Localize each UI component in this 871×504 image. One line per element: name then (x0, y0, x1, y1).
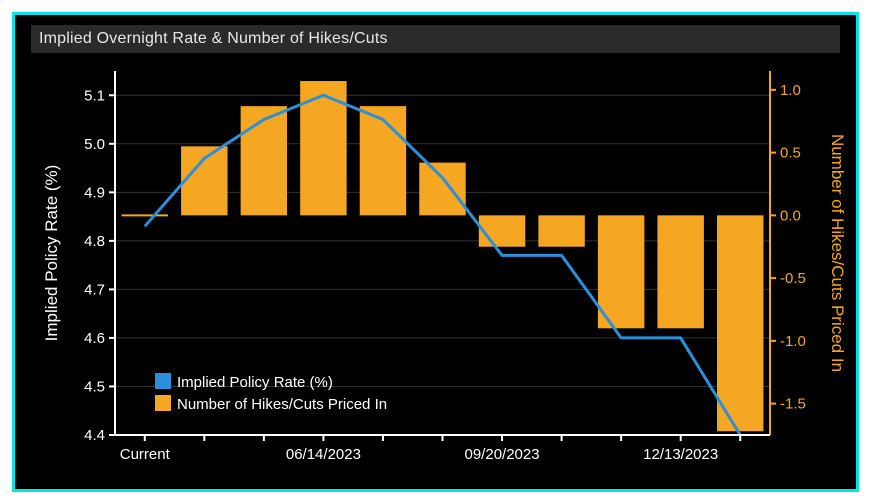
tick-label-left: 5.1 (84, 87, 105, 104)
y-axis-right-label: Number of Hikes/Cuts Priced In (828, 134, 847, 372)
y-axis-left-label: Implied Policy Rate (%) (42, 165, 61, 342)
tick-label-bottom: 12/13/2023 (643, 446, 718, 463)
bar (360, 106, 406, 215)
tick-label-right: -1.5 (780, 396, 806, 413)
tick-label-right: 0.0 (780, 207, 801, 224)
tick-label-left: 4.5 (84, 378, 105, 395)
legend-label: Number of Hikes/Cuts Priced In (177, 396, 387, 413)
bar (538, 215, 584, 246)
bar (419, 163, 465, 216)
tick-label-left: 4.7 (84, 281, 105, 298)
tick-label-left: 4.8 (84, 233, 105, 250)
tick-label-right: -0.5 (780, 270, 806, 287)
bar (479, 215, 525, 246)
tick-label-right: 0.5 (780, 145, 801, 162)
bar (657, 215, 703, 328)
tick-label-bottom: Current (120, 446, 171, 463)
tick-label-bottom: 06/14/2023 (286, 446, 361, 463)
tick-label-right: -1.0 (780, 333, 806, 350)
chart-panel: Implied Overnight Rate & Number of Hikes… (12, 12, 859, 492)
bar (717, 215, 763, 431)
tick-label-left: 4.9 (84, 184, 105, 201)
legend-swatch (155, 395, 171, 411)
bar (598, 215, 644, 328)
legend-swatch (155, 373, 171, 389)
tick-label-left: 5.0 (84, 136, 105, 153)
legend-label: Implied Policy Rate (%) (177, 374, 333, 391)
tick-label-left: 4.4 (84, 427, 105, 444)
bar (241, 106, 287, 215)
chart-svg: 4.4 4.5 4.6 4.7 4.8 4.9 5.0 5.1 -1.5 -1.0 -0.5 0.0 0… (15, 15, 856, 489)
tick-label-bottom: 09/20/2023 (465, 446, 540, 463)
tick-label-left: 4.6 (84, 330, 105, 347)
tick-label-right: 1.0 (780, 82, 801, 99)
